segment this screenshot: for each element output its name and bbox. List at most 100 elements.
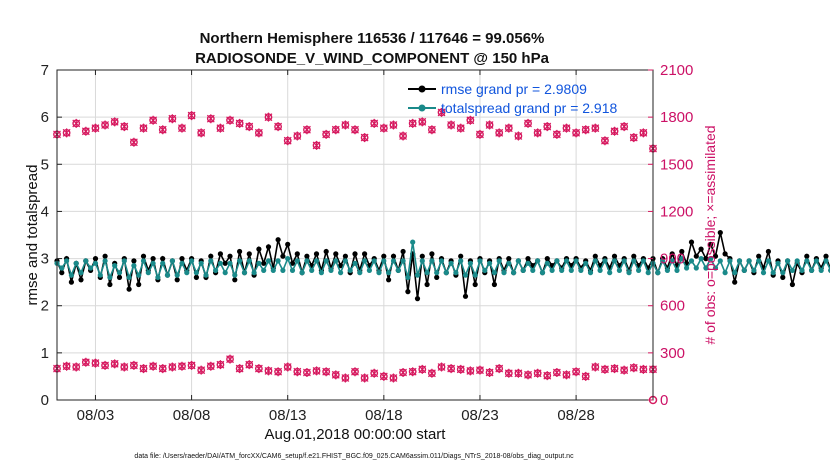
rmse-point bbox=[544, 256, 550, 262]
totalspread-point bbox=[424, 270, 430, 276]
totalspread-point bbox=[83, 258, 89, 264]
rmse-point bbox=[261, 260, 267, 266]
obs-assimilated-marker bbox=[408, 367, 417, 377]
y-left-tick-label: 7 bbox=[41, 62, 49, 79]
rmse-point bbox=[611, 253, 618, 259]
y-right-tick-label: 1500 bbox=[660, 156, 693, 173]
totalspread-point bbox=[155, 274, 161, 280]
totalspread-point bbox=[491, 270, 497, 276]
totalspread-point bbox=[280, 267, 286, 273]
rmse-point bbox=[131, 258, 137, 264]
rmse-point bbox=[68, 279, 74, 285]
obs-assimilated-marker bbox=[629, 363, 638, 373]
y-right-tick-label: 0 bbox=[660, 392, 668, 409]
totalspread-point bbox=[530, 267, 536, 273]
totalspread-point bbox=[376, 270, 382, 276]
rmse-point bbox=[150, 256, 156, 262]
obs-assimilated-marker bbox=[101, 360, 109, 370]
totalspread-point bbox=[410, 239, 416, 245]
obs-assimilated-marker bbox=[504, 368, 513, 378]
totalspread-point bbox=[198, 260, 204, 266]
obs-possible-marker bbox=[379, 123, 388, 133]
obs-assimilated-marker bbox=[601, 364, 609, 374]
rmse-point bbox=[765, 248, 772, 255]
obs-assimilated-marker bbox=[187, 360, 196, 370]
rmse-point bbox=[362, 251, 368, 257]
obs-possible-marker bbox=[129, 137, 138, 147]
rmse-point bbox=[140, 253, 147, 259]
rmse-point bbox=[342, 253, 348, 259]
obs-possible-marker bbox=[62, 128, 71, 138]
totalspread-point bbox=[88, 265, 94, 271]
obs-possible-marker bbox=[226, 115, 234, 125]
totalspread-point bbox=[64, 258, 70, 264]
totalspread-point bbox=[765, 258, 772, 264]
totalspread-point bbox=[318, 270, 324, 276]
obs-possible-marker bbox=[533, 128, 542, 138]
totalspread-point bbox=[405, 274, 411, 280]
totalspread-point bbox=[429, 258, 435, 264]
totalspread-point bbox=[150, 260, 156, 266]
x-tick-label: 08/23 bbox=[461, 407, 499, 424]
totalspread-point bbox=[611, 258, 618, 264]
totalspread-point bbox=[818, 267, 824, 273]
rmse-point bbox=[313, 251, 320, 257]
totalspread-point bbox=[645, 270, 651, 276]
obs-possible-marker bbox=[514, 131, 523, 141]
totalspread-point bbox=[602, 258, 608, 264]
rmse-point bbox=[458, 253, 464, 259]
totalspread-point bbox=[453, 270, 459, 276]
obs-assimilated-marker bbox=[552, 368, 561, 377]
obs-possible-marker bbox=[485, 120, 494, 130]
rmse-point bbox=[732, 279, 738, 285]
obs-assimilated-marker bbox=[178, 361, 186, 371]
obs-possible-marker bbox=[72, 118, 81, 128]
obs-possible-marker bbox=[197, 128, 206, 138]
totalspread-point bbox=[434, 270, 440, 276]
totalspread-point bbox=[217, 260, 223, 266]
totalspread-point bbox=[727, 258, 733, 264]
y-left-axis-label: rmse and totalspread bbox=[24, 165, 41, 306]
totalspread-point bbox=[285, 256, 291, 262]
totalspread-point bbox=[722, 270, 728, 276]
obs-assimilated-marker bbox=[312, 366, 321, 376]
obs-possible-marker bbox=[601, 136, 609, 146]
obs-assimilated-marker bbox=[149, 361, 158, 371]
totalspread-point bbox=[568, 267, 574, 273]
obs-assimilated-marker bbox=[168, 362, 177, 372]
rmse-point bbox=[179, 256, 185, 262]
rmse-point bbox=[381, 253, 387, 259]
rmse-point bbox=[294, 251, 300, 257]
totalspread-point bbox=[270, 267, 276, 273]
obs-assimilated-marker bbox=[495, 364, 504, 374]
rmse-point bbox=[285, 241, 291, 247]
totalspread-point bbox=[140, 258, 147, 264]
obs-assimilated-marker bbox=[226, 354, 234, 364]
y-left-tick-label: 4 bbox=[41, 203, 49, 220]
totalspread-point bbox=[366, 267, 372, 273]
rmse-point bbox=[679, 248, 685, 255]
obs-assimilated-marker bbox=[303, 368, 311, 377]
obs-assimilated-marker bbox=[591, 362, 600, 372]
totalspread-point bbox=[395, 267, 401, 273]
y-left-tick-label: 2 bbox=[41, 298, 49, 315]
obs-assimilated-marker bbox=[379, 371, 388, 381]
totalspread-point bbox=[506, 260, 512, 266]
totalspread-point bbox=[684, 265, 690, 271]
totalspread-point bbox=[621, 258, 627, 264]
rmse-point bbox=[419, 253, 425, 259]
obs-possible-marker bbox=[254, 128, 263, 138]
rmse-point bbox=[289, 260, 296, 266]
totalspread-point bbox=[717, 258, 723, 264]
totalspread-point bbox=[458, 258, 464, 264]
totalspread-point bbox=[467, 260, 473, 266]
totalspread-point bbox=[323, 258, 329, 264]
totalspread-point bbox=[510, 270, 517, 276]
totalspread-point bbox=[708, 256, 714, 262]
totalspread-point bbox=[164, 272, 171, 278]
totalspread-point bbox=[698, 256, 704, 262]
legend-rmse-marker bbox=[418, 85, 426, 93]
totalspread-point bbox=[482, 267, 488, 273]
obs-assimilated-marker bbox=[437, 362, 446, 372]
totalspread-point bbox=[760, 270, 767, 276]
